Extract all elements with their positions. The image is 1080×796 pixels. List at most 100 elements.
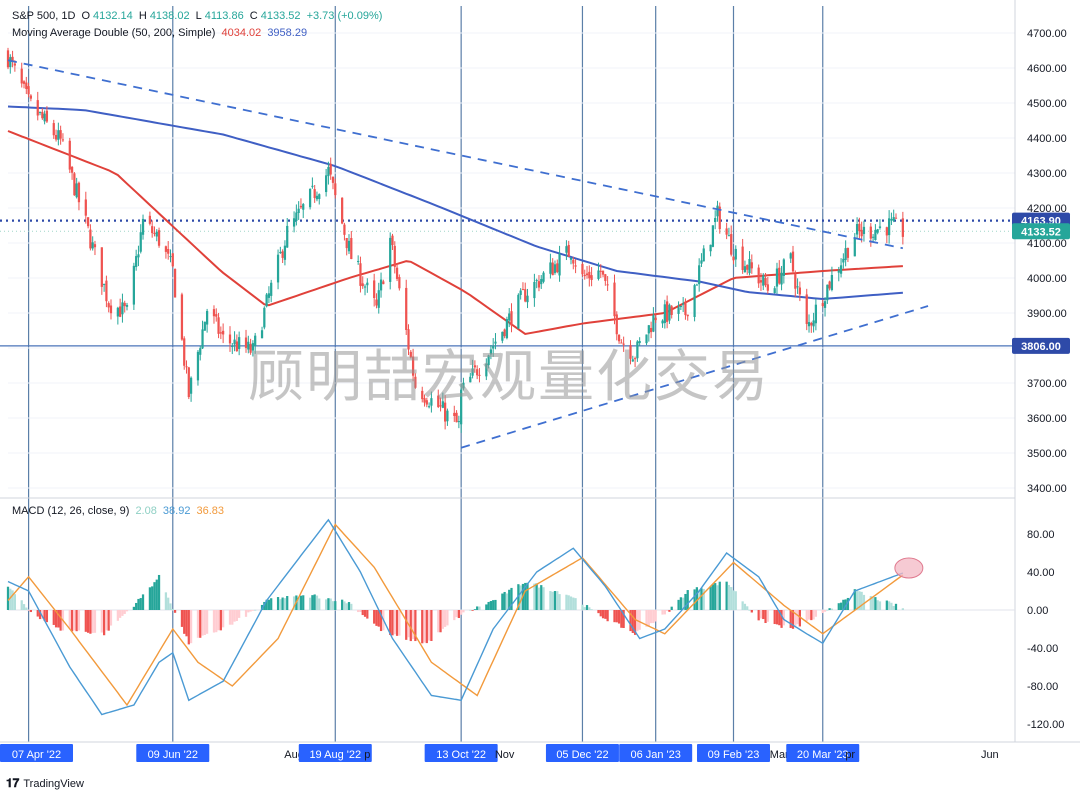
candle-body <box>794 274 797 289</box>
candle-body <box>888 218 891 236</box>
candle-body <box>892 217 895 221</box>
macd-histogram-bar <box>709 586 712 610</box>
candle-body <box>231 346 234 348</box>
macd-histogram-bar <box>100 610 103 633</box>
macd-histogram-bar <box>270 598 273 610</box>
time-tag-box <box>0 744 73 762</box>
macd-histogram-bar <box>862 594 866 610</box>
macd-histogram-bar <box>77 610 81 631</box>
price-tick-label: 4500.00 <box>1027 98 1067 110</box>
macd-histogram-bar <box>169 603 172 610</box>
candle-body <box>366 282 369 286</box>
macd-histogram-bar <box>297 597 300 610</box>
macd-histogram-bar <box>302 595 305 610</box>
candle-body <box>308 188 312 208</box>
macd-histogram-bar <box>315 595 319 610</box>
price-tag-label: 3806.00 <box>1021 341 1061 353</box>
macd-histogram-bar <box>606 610 609 622</box>
tradingview-logo-icon: 𝟏𝟕 <box>6 776 20 790</box>
candle-body <box>462 382 465 389</box>
macd-histogram-bar <box>695 587 699 610</box>
candle-body <box>842 258 845 263</box>
candle-body <box>327 167 330 177</box>
macd-histogram-bar <box>13 594 16 610</box>
tradingview-branding[interactable]: 𝟏𝟕 TradingView <box>6 776 84 791</box>
macd-histogram-bar <box>9 588 12 610</box>
candle-body <box>13 63 16 66</box>
macd-histogram-bar <box>75 610 78 632</box>
macd-histogram-bar <box>526 582 529 610</box>
candle-body <box>407 329 410 350</box>
macd-signal-line <box>7 523 904 707</box>
candle-body <box>663 304 666 324</box>
macd-histogram-bar <box>471 610 474 611</box>
candle-body <box>43 113 46 122</box>
macd-histogram-bar <box>427 610 431 641</box>
macd-histogram-bar <box>375 610 378 626</box>
candle-body <box>254 335 257 346</box>
candle-body <box>377 290 380 308</box>
candle-body <box>766 284 769 291</box>
ma200-value: 3958.29 <box>267 27 308 39</box>
macd-histogram-bar <box>153 582 156 610</box>
time-tag-label: 20 Mar '23 <box>797 749 849 761</box>
macd-histogram-bar <box>6 586 10 610</box>
candle-body <box>73 173 76 196</box>
time-tag-label: 06 Jan '23 <box>630 749 680 761</box>
candle-body <box>93 244 97 248</box>
candle-body <box>414 376 417 388</box>
candle-body <box>599 270 602 272</box>
price-tick-label: 4100.00 <box>1027 238 1067 250</box>
candle-body <box>716 205 719 217</box>
candle-body <box>821 303 824 306</box>
macd-histogram-bar <box>489 601 493 610</box>
candle-body <box>439 405 442 407</box>
macd-histogram-bar <box>135 602 138 610</box>
candle-body <box>409 351 412 358</box>
price-tick-label: 4000.00 <box>1027 273 1067 285</box>
candle-body <box>585 273 589 276</box>
candle-body <box>613 282 616 317</box>
macd-histogram-bar <box>444 610 447 627</box>
macd-histogram-bar <box>661 610 664 615</box>
candle-body <box>212 309 216 317</box>
macd-histogram-bar <box>485 604 488 610</box>
price-tick-label: 3400.00 <box>1027 483 1067 495</box>
candle-body <box>343 224 346 235</box>
open-value: 4132.14 <box>93 10 133 22</box>
candle-body <box>693 285 696 317</box>
macd-histogram-bar <box>551 591 554 610</box>
candle-body <box>135 256 138 268</box>
macd-histogram-bar <box>366 610 369 619</box>
macd-histogram-bar <box>455 610 458 618</box>
candle-body <box>782 259 785 276</box>
candle-body <box>89 229 92 249</box>
candle-body <box>524 289 527 302</box>
macd-histogram-bar <box>244 610 248 617</box>
candle-body <box>105 280 108 302</box>
price-tick-label: 4600.00 <box>1027 63 1067 75</box>
macd-histogram-bar <box>473 609 477 610</box>
macd-histogram-bar <box>391 610 394 636</box>
candle-body <box>267 293 271 298</box>
macd-histogram-bar <box>29 610 33 613</box>
candle-body <box>812 320 815 327</box>
candle-body <box>620 342 623 344</box>
candle-body <box>315 195 319 200</box>
candle-body <box>61 139 65 141</box>
candle-body <box>878 226 882 228</box>
time-tag-label: 09 Feb '23 <box>708 749 760 761</box>
macd-histogram-bar <box>702 588 705 610</box>
candle-body <box>302 204 305 210</box>
macd-histogram-bar <box>503 591 506 610</box>
candle-body <box>789 253 792 259</box>
macd-histogram-bar <box>567 595 570 610</box>
ma-label: Moving Average Double (50, 200, Simple) <box>12 27 216 39</box>
candle-body <box>139 232 142 252</box>
macd-histogram-bar <box>846 597 850 610</box>
candle-body <box>533 281 536 299</box>
candle-body <box>622 343 625 345</box>
macd-histogram-bar <box>27 610 30 611</box>
macd-histogram-bar <box>116 610 119 621</box>
